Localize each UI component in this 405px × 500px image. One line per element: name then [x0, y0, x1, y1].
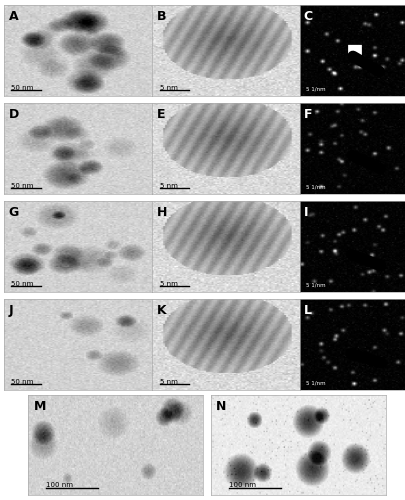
- Text: J: J: [9, 304, 13, 317]
- Text: G: G: [9, 206, 19, 219]
- Text: 50 nm: 50 nm: [11, 282, 34, 288]
- Text: 5 1/nm: 5 1/nm: [305, 380, 325, 386]
- Text: 5 nm: 5 nm: [159, 183, 177, 189]
- Text: 100 nm: 100 nm: [228, 482, 255, 488]
- Text: K: K: [156, 304, 166, 317]
- Text: 100 nm: 100 nm: [46, 482, 73, 488]
- Text: H: H: [156, 206, 167, 219]
- Text: A: A: [9, 10, 18, 22]
- Text: 5 1/nm: 5 1/nm: [305, 86, 325, 91]
- Text: 50 nm: 50 nm: [11, 85, 34, 91]
- Text: 5 nm: 5 nm: [159, 282, 177, 288]
- Text: D: D: [9, 108, 19, 120]
- Text: 5 nm: 5 nm: [159, 85, 177, 91]
- Text: L: L: [303, 304, 311, 317]
- Text: C: C: [303, 10, 312, 22]
- Text: B: B: [156, 10, 166, 22]
- Text: I: I: [303, 206, 307, 219]
- Text: F: F: [303, 108, 311, 120]
- Text: 5 1/nm: 5 1/nm: [305, 184, 325, 189]
- Text: N: N: [216, 400, 226, 413]
- Text: E: E: [156, 108, 165, 120]
- Text: 5 nm: 5 nm: [159, 380, 177, 386]
- Text: 50 nm: 50 nm: [11, 183, 34, 189]
- Text: 50 nm: 50 nm: [11, 380, 34, 386]
- Text: M: M: [34, 400, 46, 413]
- Text: 5 1/nm: 5 1/nm: [305, 282, 325, 288]
